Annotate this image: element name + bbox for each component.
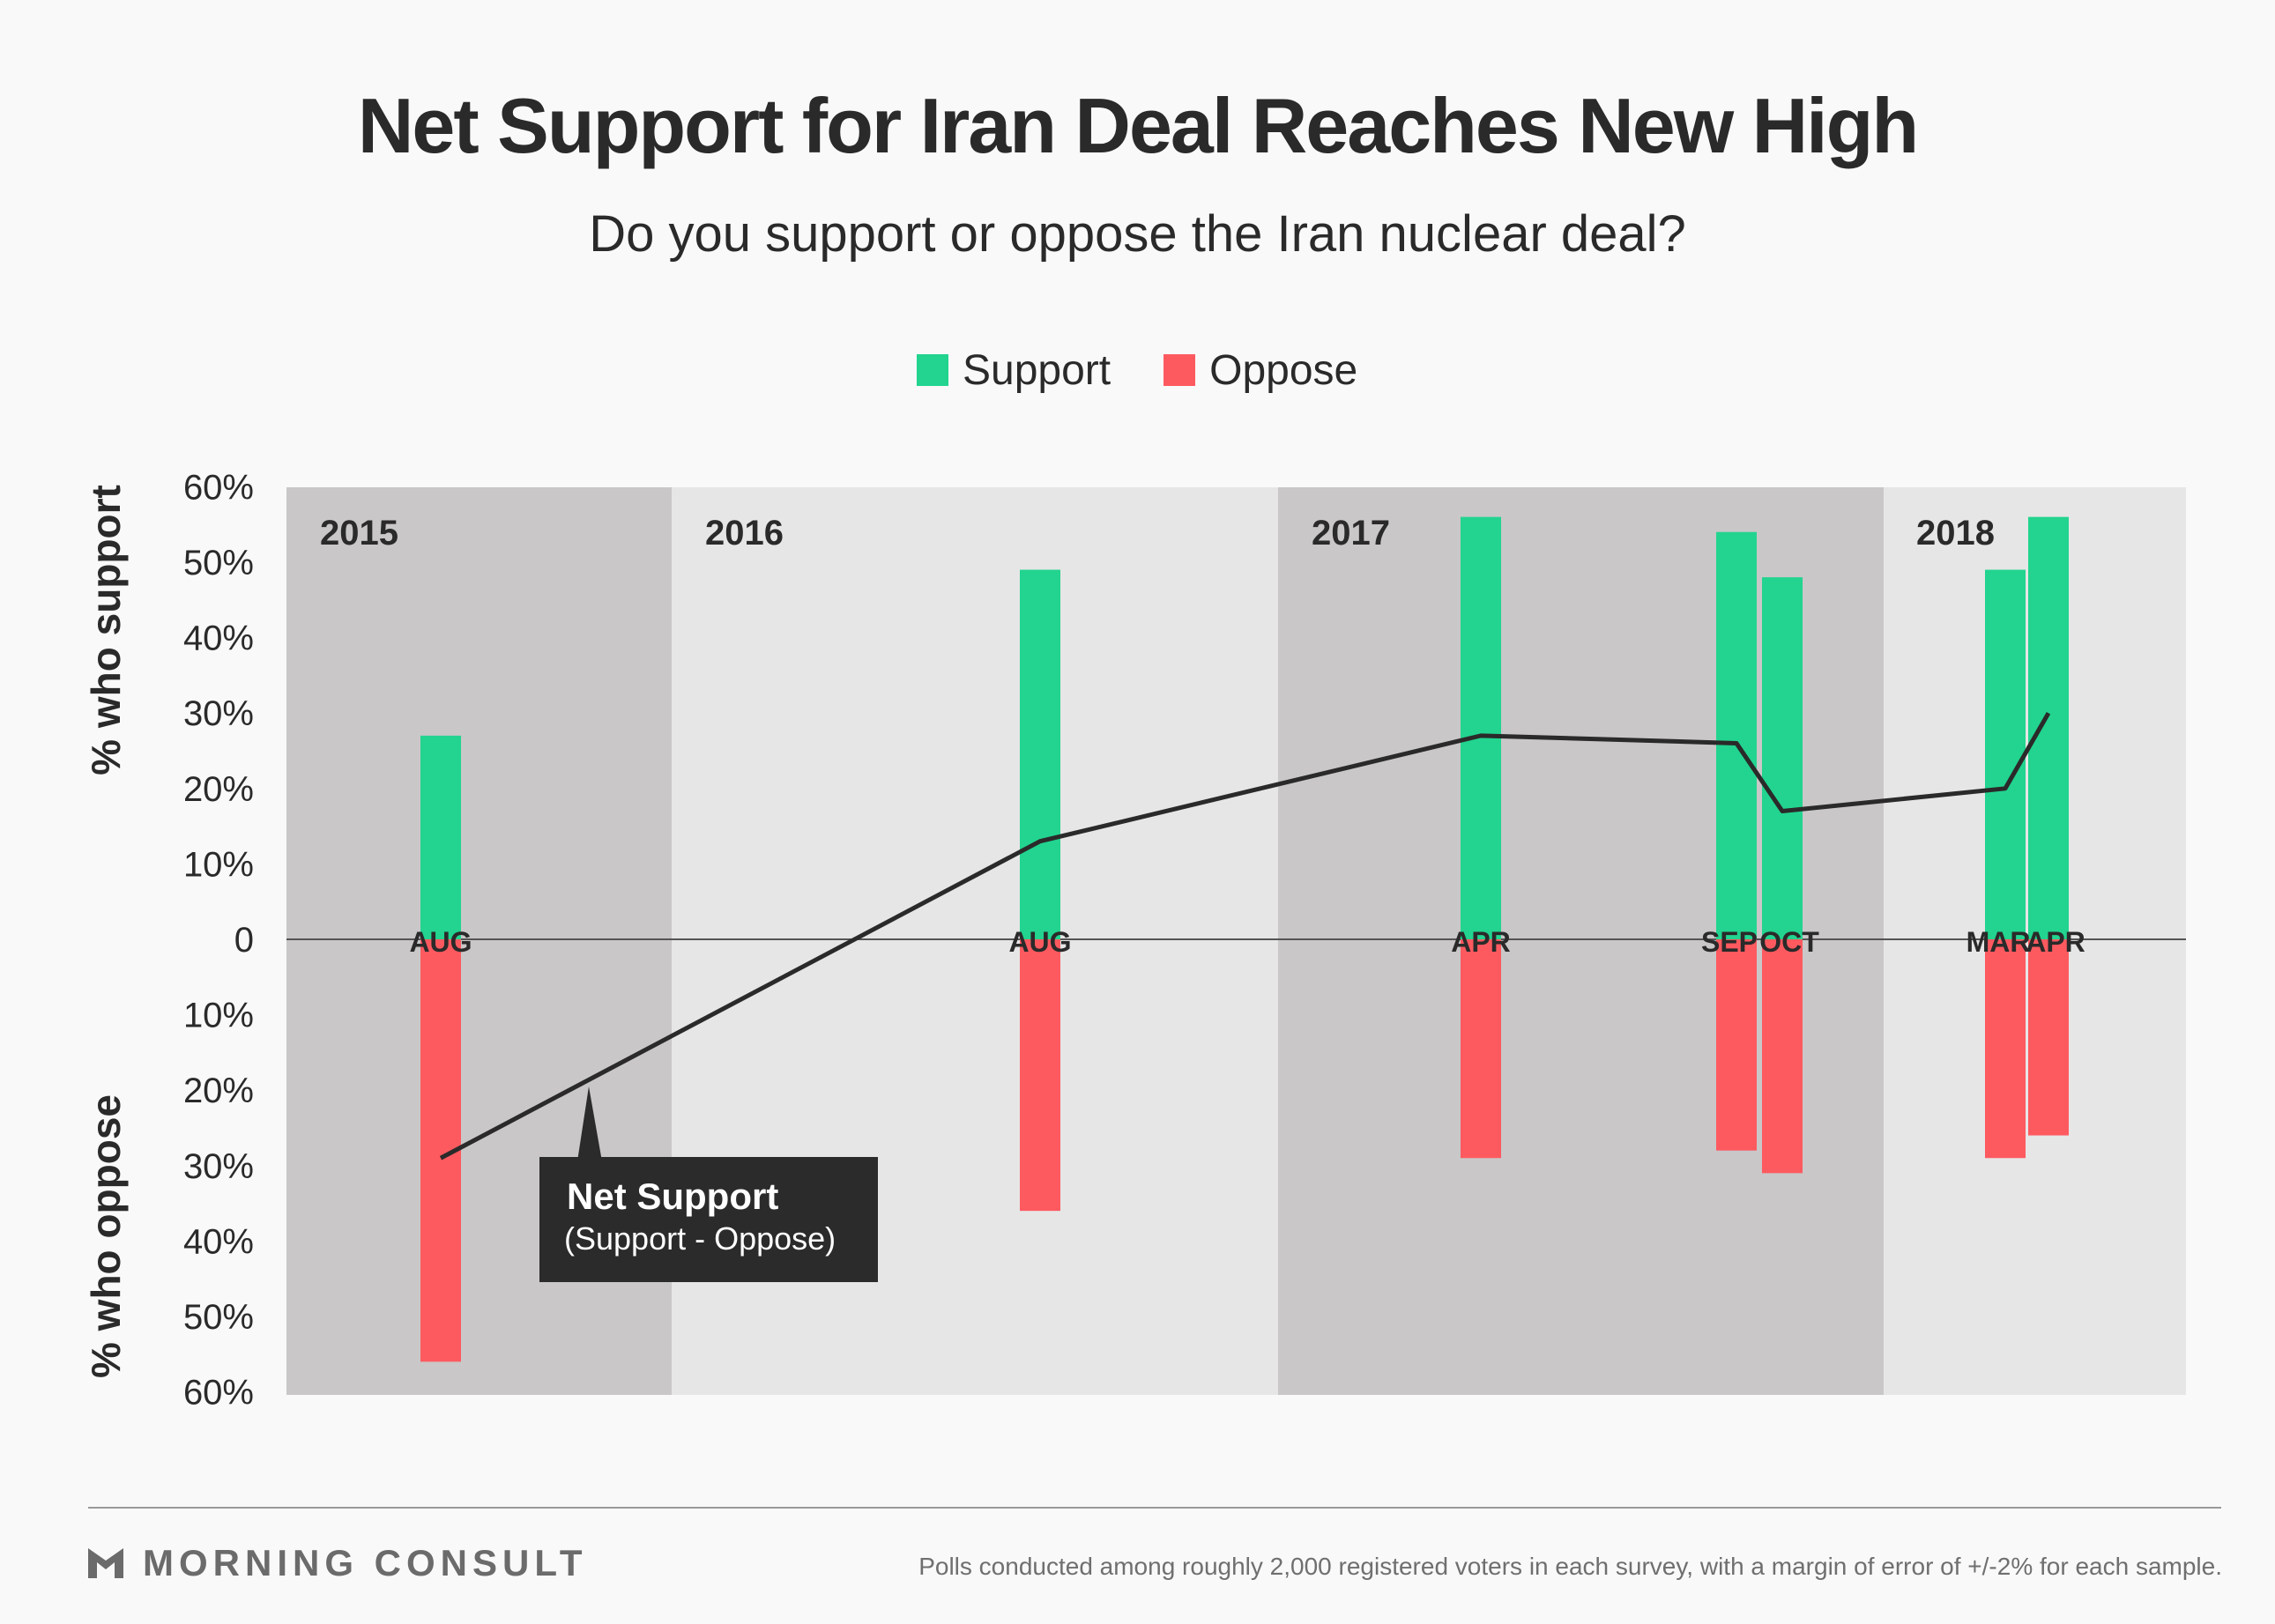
y-axis-labels: % who support % who oppose bbox=[83, 485, 129, 1378]
y-tick-label: 40% bbox=[183, 1222, 254, 1261]
month-label: MAR bbox=[1966, 926, 2031, 958]
oppose-bar bbox=[1762, 939, 1803, 1174]
y-tick-label: 50% bbox=[183, 1298, 254, 1337]
y-tick-label: 30% bbox=[183, 1147, 254, 1186]
month-label: AUG bbox=[1008, 926, 1071, 958]
morning-consult-logo-icon bbox=[88, 1548, 123, 1578]
brand-name: MORNING CONSULT bbox=[143, 1542, 588, 1583]
legend: Support Oppose bbox=[917, 344, 1357, 397]
oppose-bar bbox=[1716, 939, 1757, 1151]
y-tick-label: 20% bbox=[183, 770, 254, 809]
chart-subtitle: Do you support or oppose the Iran nuclea… bbox=[589, 205, 1686, 263]
y-tick-label: 60% bbox=[183, 1374, 254, 1413]
footer-divider bbox=[88, 1507, 2221, 1509]
oppose-bar bbox=[1985, 939, 2026, 1159]
month-label: SEP bbox=[1701, 926, 1758, 958]
support-bar bbox=[1716, 531, 1757, 939]
support-bar bbox=[2028, 516, 2069, 939]
oppose-bar bbox=[1461, 939, 1501, 1159]
oppose-bar bbox=[1020, 939, 1060, 1212]
support-bar bbox=[1461, 516, 1501, 939]
callout-subtitle: (Support - Oppose) bbox=[564, 1220, 836, 1257]
net-support-line-path bbox=[439, 711, 2051, 1161]
legend-item-support: Support bbox=[917, 346, 1111, 395]
y-tick-labels: 60% 50% 40% 30% 20% 10% 0 10% 20% 30% 40% 50% 60% bbox=[183, 468, 254, 1412]
bars bbox=[420, 516, 2069, 1362]
y-tick-label: 10% bbox=[183, 997, 254, 1035]
net-support-line bbox=[439, 711, 2051, 1161]
month-label: APR bbox=[2026, 926, 2085, 958]
y-tick-label: 30% bbox=[183, 694, 254, 733]
oppose-bar bbox=[2028, 939, 2069, 1136]
chart-title: Net Support for Iran Deal Reaches New Hi… bbox=[357, 82, 1919, 169]
month-label: AUG bbox=[409, 926, 472, 958]
legend-label-support: Support bbox=[963, 346, 1111, 394]
y-tick-label: 20% bbox=[183, 1072, 254, 1110]
month-label: OCT bbox=[1759, 926, 1819, 958]
year-label: 2018 bbox=[1916, 514, 1995, 552]
legend-swatch-support bbox=[917, 354, 948, 386]
support-bar bbox=[1020, 569, 1060, 939]
year-label: 2016 bbox=[705, 514, 784, 552]
net-support-callout: Net Support(Support - Oppose) bbox=[539, 1086, 878, 1282]
legend-item-oppose: Oppose bbox=[1164, 346, 1357, 395]
y-axis-label-oppose: % who oppose bbox=[83, 1094, 129, 1378]
callout-box bbox=[539, 1157, 878, 1282]
support-bar bbox=[1762, 577, 1803, 939]
footnote: Polls conducted among roughly 2,000 regi… bbox=[918, 1553, 2222, 1580]
legend-swatch-oppose bbox=[1164, 354, 1196, 386]
brand: MORNING CONSULT bbox=[88, 1542, 588, 1584]
y-tick-label: 40% bbox=[183, 619, 254, 658]
y-tick-label: 60% bbox=[183, 468, 254, 507]
legend-label-oppose: Oppose bbox=[1209, 346, 1358, 394]
year-labels: 2015 2016 2017 2018 bbox=[320, 514, 1995, 552]
support-bar bbox=[1985, 569, 2026, 939]
callout-pointer bbox=[577, 1086, 602, 1161]
callout-title: Net Support bbox=[567, 1175, 778, 1217]
year-label: 2015 bbox=[320, 514, 398, 552]
y-tick-label: 10% bbox=[183, 845, 254, 884]
support-bar bbox=[420, 735, 461, 939]
month-label: APR bbox=[1451, 926, 1511, 958]
year-label: 2017 bbox=[1312, 514, 1390, 552]
y-tick-label: 50% bbox=[183, 544, 254, 582]
y-axis-label-support: % who support bbox=[83, 485, 129, 775]
y-tick-label: 0 bbox=[234, 921, 254, 960]
